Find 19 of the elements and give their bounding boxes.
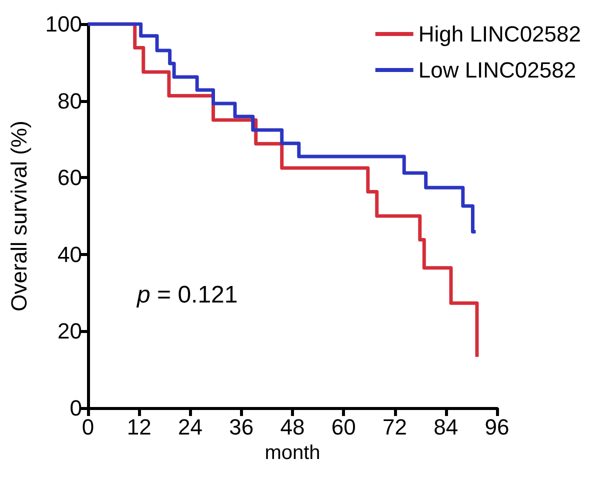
y-axis-title: Overall survival (%) [6, 120, 32, 312]
x-tick-label: 84 [434, 414, 458, 440]
y-tick-label: 20 [58, 318, 82, 344]
legend-label: Low LINC02582 [418, 58, 576, 82]
y-tick-label: 80 [58, 88, 82, 114]
y-tick-label: 40 [58, 242, 82, 267]
x-tick-label: 48 [280, 414, 305, 440]
x-tick-label: 60 [331, 414, 356, 440]
x-tick-label: 12 [126, 414, 152, 440]
x-tick-label: 96 [484, 414, 510, 440]
x-tick-label: 24 [178, 414, 202, 440]
y-tick-label: 60 [58, 165, 82, 190]
annotation: p = 0.121 [136, 282, 238, 308]
x-axis-title: month [264, 442, 320, 464]
x-tick-label: 72 [382, 414, 407, 440]
x-tick-label: 36 [229, 414, 254, 440]
y-tick-label: 100 [45, 12, 82, 36]
y-tick-label: 0 [70, 396, 82, 420]
legend-label: High LINC02582 [418, 22, 582, 46]
